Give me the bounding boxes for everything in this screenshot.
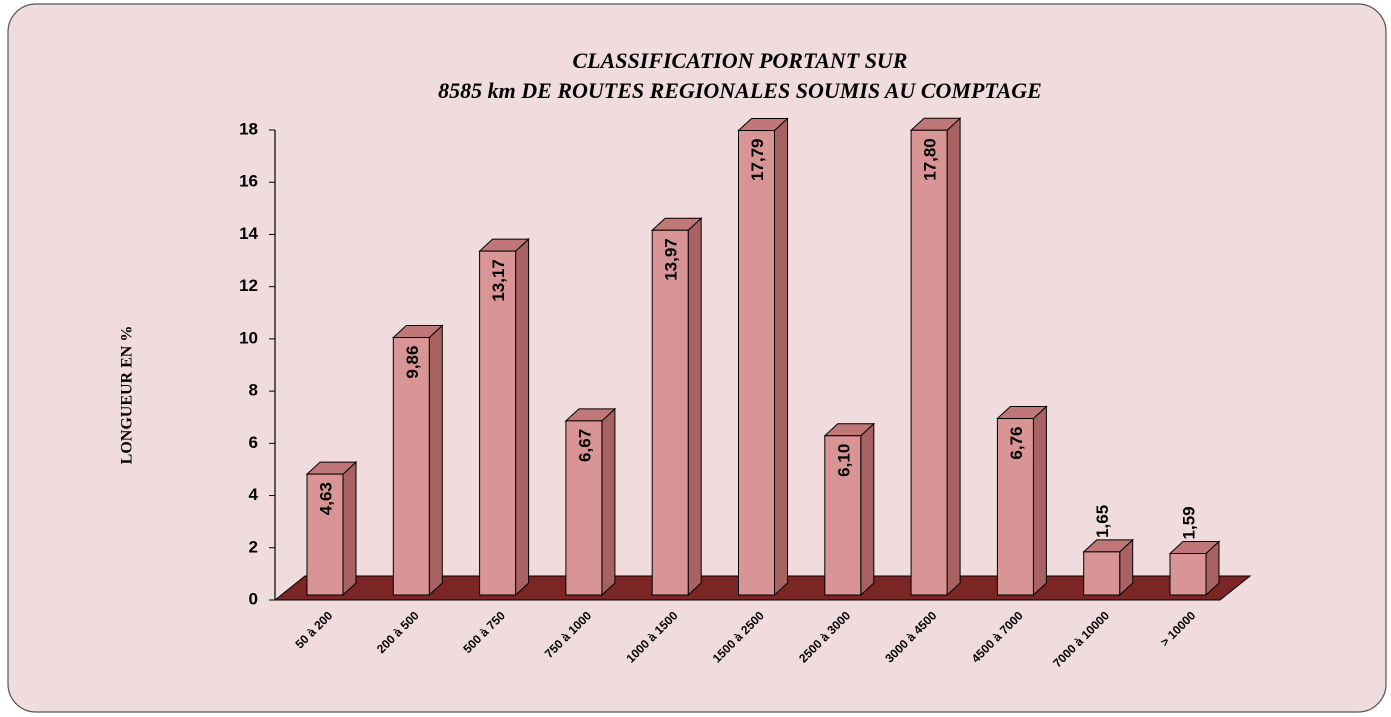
bar-face (687, 217, 702, 597)
bar (478, 237, 530, 597)
data-label: 9,86 (403, 346, 422, 379)
bar (823, 422, 876, 597)
bar-face (738, 129, 775, 596)
data-label: 6,10 (834, 444, 853, 477)
y-tick-label: 12 (239, 276, 258, 295)
bar-face (910, 129, 948, 596)
data-label: 13,97 (662, 238, 681, 281)
y-tick-label: 18 (239, 119, 258, 138)
bar (1168, 540, 1221, 597)
bar-face (342, 460, 357, 597)
bar-face (860, 422, 875, 597)
data-label: 17,80 (921, 138, 940, 181)
bar (737, 117, 789, 597)
bar (564, 407, 617, 597)
bar (650, 217, 703, 597)
data-label: 1,65 (1093, 505, 1112, 538)
data-label: 13,17 (489, 259, 508, 302)
bar-face (428, 324, 443, 597)
bar-face (824, 435, 862, 596)
bar-face (392, 337, 430, 596)
bar-face (1169, 552, 1207, 596)
bar (909, 117, 962, 597)
y-tick-label: 14 (239, 224, 258, 243)
bar-face (306, 473, 344, 596)
data-label: 4,63 (316, 482, 335, 515)
y-tick-label: 2 (249, 537, 258, 556)
bar (1082, 538, 1134, 597)
y-tick-label: 6 (249, 433, 258, 452)
chart-subtitle: 8585 km DE ROUTES REGIONALES SOUMIS AU C… (438, 78, 1042, 103)
y-tick-label: 10 (239, 328, 258, 347)
bar-face (996, 417, 1034, 596)
chart-title: CLASSIFICATION PORTANT SUR (573, 48, 908, 73)
bar (305, 460, 358, 597)
data-label: 6,76 (1007, 426, 1026, 459)
bar-face (1083, 551, 1121, 596)
data-label: 17,79 (748, 138, 767, 181)
bar-face (651, 229, 689, 596)
y-axis-label: LONGUEUR EN % (119, 326, 136, 465)
bar-face (774, 117, 788, 597)
bar-face (515, 237, 530, 597)
y-tick-label: 8 (249, 381, 258, 400)
data-label: 6,67 (575, 429, 594, 462)
bar-face (946, 117, 961, 597)
bar-face (565, 420, 603, 596)
bar-face (601, 407, 616, 597)
bar-face (1032, 405, 1047, 597)
y-tick-label: 0 (249, 589, 258, 608)
y-tick-label: 16 (239, 172, 258, 191)
data-label: 1,59 (1179, 506, 1198, 539)
y-tick-label: 4 (249, 485, 259, 504)
bar (392, 324, 444, 597)
bar-face (479, 250, 517, 596)
bar (996, 405, 1048, 597)
